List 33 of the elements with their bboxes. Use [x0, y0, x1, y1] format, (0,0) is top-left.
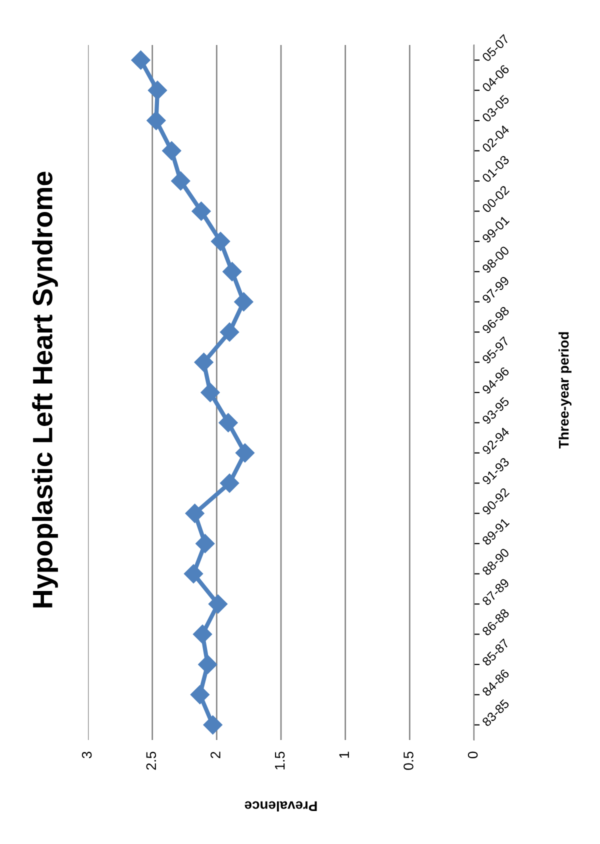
text: Hypoplastic Left Heart Syndrome [32, 172, 58, 608]
point [131, 50, 150, 70]
point [148, 80, 168, 100]
x-tick-label: 0.5 [404, 752, 414, 770]
point [220, 322, 240, 342]
y-axis-title: Three-year period [558, 332, 572, 448]
point [192, 624, 212, 644]
x-tick-label: 2.5 [146, 752, 156, 770]
point [192, 202, 211, 221]
point [234, 292, 254, 312]
point [194, 352, 214, 372]
x-axis-title: Prevalence [244, 801, 317, 812]
point [185, 504, 204, 523]
point [203, 715, 222, 734]
point [196, 534, 215, 554]
x-tick-label: 1 [339, 752, 349, 758]
point [162, 141, 182, 160]
point [218, 413, 238, 432]
point [208, 594, 228, 614]
point [235, 443, 255, 462]
point [198, 654, 218, 674]
point [184, 564, 204, 584]
point [171, 171, 190, 191]
x-tick-label: 2 [210, 752, 220, 758]
x-tick-label: 3 [82, 752, 92, 758]
point [222, 262, 242, 282]
point [190, 685, 210, 704]
point [200, 382, 220, 402]
point [220, 474, 240, 493]
x-tick-label: 0 [468, 752, 478, 758]
point [210, 232, 230, 251]
x-tick-label: 1.5 [275, 752, 285, 770]
point [146, 111, 166, 130]
